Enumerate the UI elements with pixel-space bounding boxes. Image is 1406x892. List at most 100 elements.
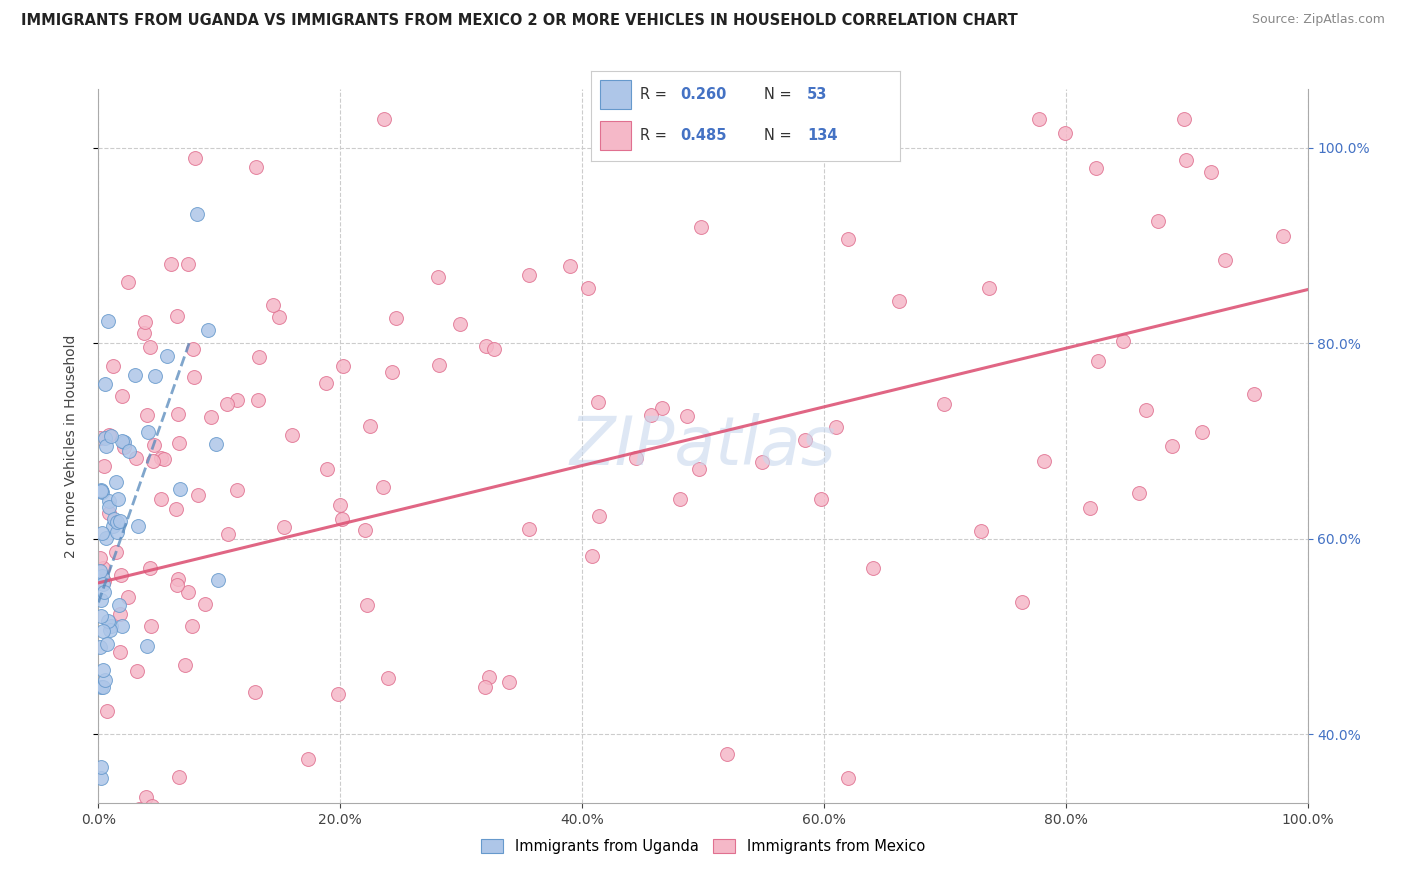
Text: 0.485: 0.485 [681,128,727,143]
Point [498,675,520,690]
Text: 0.260: 0.260 [681,87,727,102]
Point [143,368,166,383]
Point [281,428,304,442]
Point [97,506,120,520]
Point [110,568,132,582]
Point [142,453,165,467]
Point [181,342,204,356]
Point [91,484,114,499]
Point [89,551,111,566]
Point [751,455,773,469]
Point [887,294,910,309]
Point [93,673,115,687]
Text: 134: 134 [807,128,838,143]
Point [135,790,157,805]
Point [273,520,295,534]
Bar [600,80,631,109]
Point [105,515,128,529]
Point [356,599,378,613]
Point [100,429,122,443]
Point [169,482,191,496]
Point [482,342,505,356]
Point [97,428,120,442]
Point [117,275,139,289]
Point [90,760,112,774]
Text: R =: R = [640,128,672,143]
Point [138,561,160,575]
Point [124,368,146,383]
Point [449,317,471,331]
Point [586,395,609,409]
Point [689,220,711,235]
Point [111,434,134,448]
Point [246,392,269,407]
Point [316,462,339,476]
Point [91,561,114,575]
Point [167,770,190,784]
Point [1135,403,1157,417]
Point [135,408,157,422]
Point [177,257,200,271]
Text: Source: ZipAtlas.com: Source: ZipAtlas.com [1251,13,1385,27]
Y-axis label: 2 or more Vehicles in Household: 2 or more Vehicles in Household [63,334,77,558]
Point [332,359,354,373]
Point [1080,501,1102,516]
Point [91,664,114,678]
Point [125,451,148,466]
Point [651,401,673,416]
Point [117,444,139,458]
Point [90,484,112,499]
Point [90,593,112,607]
Point [837,772,859,786]
Point [135,639,157,653]
Point [112,434,135,449]
Text: N =: N = [763,87,796,102]
Point [249,350,271,364]
Point [1161,439,1184,453]
Point [127,665,149,679]
Point [128,802,150,816]
Point [1146,214,1168,228]
Point [932,397,955,411]
Text: 53: 53 [807,87,827,102]
Point [91,525,114,540]
Point [166,407,188,421]
Point [359,418,381,433]
Point [226,483,249,498]
Point [97,821,120,835]
Point [1272,228,1295,243]
Point [101,519,124,533]
Point [93,624,115,638]
Point [89,431,111,445]
Point [478,671,501,685]
Point [111,389,134,403]
Point [187,488,209,502]
Point [169,435,191,450]
Point [207,573,229,587]
Point [141,799,163,814]
Point [979,281,1001,295]
Point [194,597,217,611]
Point [153,452,176,467]
Legend: Immigrants from Uganda, Immigrants from Mexico: Immigrants from Uganda, Immigrants from … [475,832,931,860]
Point [96,704,118,718]
Point [624,450,647,465]
Point [1054,126,1077,140]
Point [89,640,111,654]
Point [136,425,159,439]
Point [329,498,352,512]
Point [215,397,238,411]
Point [91,569,114,583]
Point [107,492,129,507]
Point [98,500,121,515]
Point [139,341,162,355]
Point [142,438,165,452]
Point [167,572,190,586]
Point [862,561,884,575]
Point [688,461,710,475]
Point [640,409,662,423]
Point [149,492,172,507]
Point [354,523,377,537]
Point [93,574,115,588]
Point [519,522,541,536]
